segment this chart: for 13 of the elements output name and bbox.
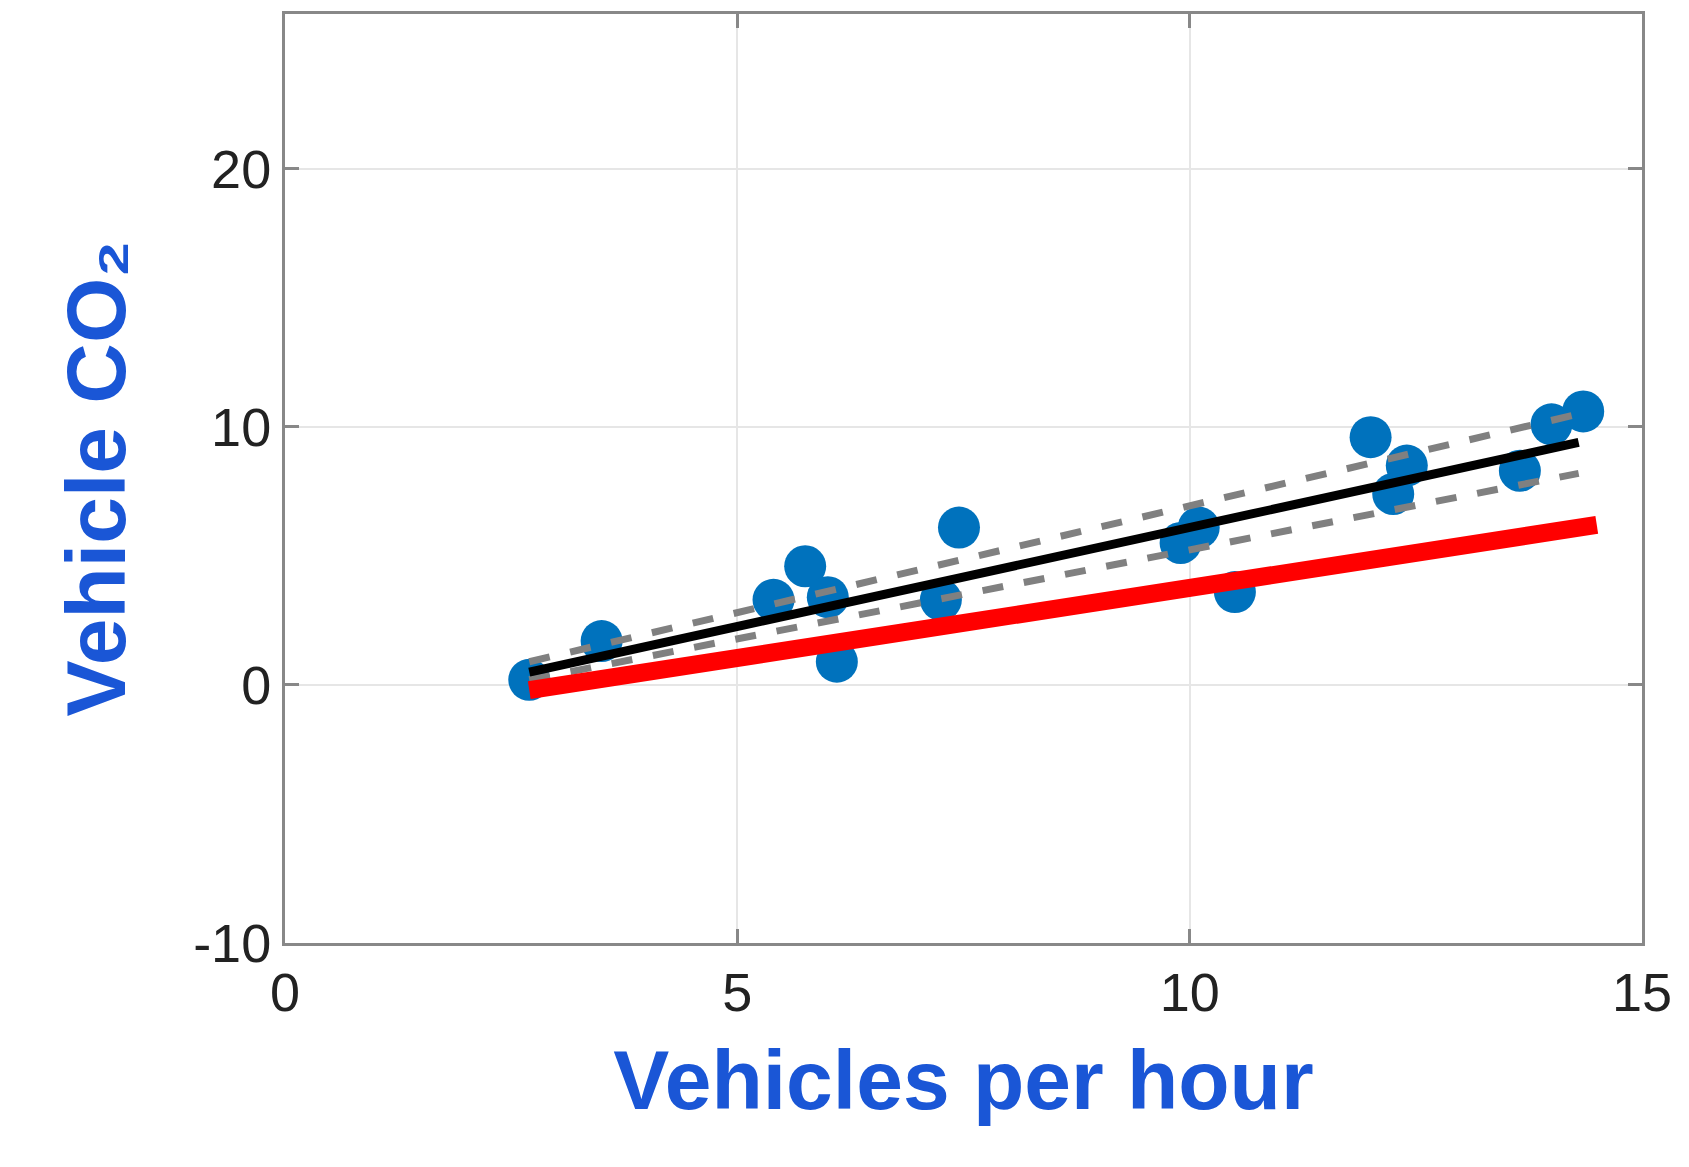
point — [784, 545, 827, 588]
y-tick-label: 20 — [211, 138, 272, 199]
x-tick-label: 5 — [722, 961, 753, 1022]
y-tick-label: 10 — [211, 396, 272, 457]
y-tick-label: -10 — [193, 912, 272, 973]
point — [1562, 390, 1605, 433]
x-axis-title: Vehicles per hour — [613, 1033, 1314, 1128]
point — [938, 506, 980, 549]
y-axis-title: Vehicle CO₂ — [49, 240, 144, 717]
x-tick-label: 15 — [1611, 961, 1673, 1022]
point — [1349, 416, 1392, 459]
y-tick-label: 0 — [241, 654, 272, 715]
x-tick-label: 10 — [1159, 961, 1220, 1022]
